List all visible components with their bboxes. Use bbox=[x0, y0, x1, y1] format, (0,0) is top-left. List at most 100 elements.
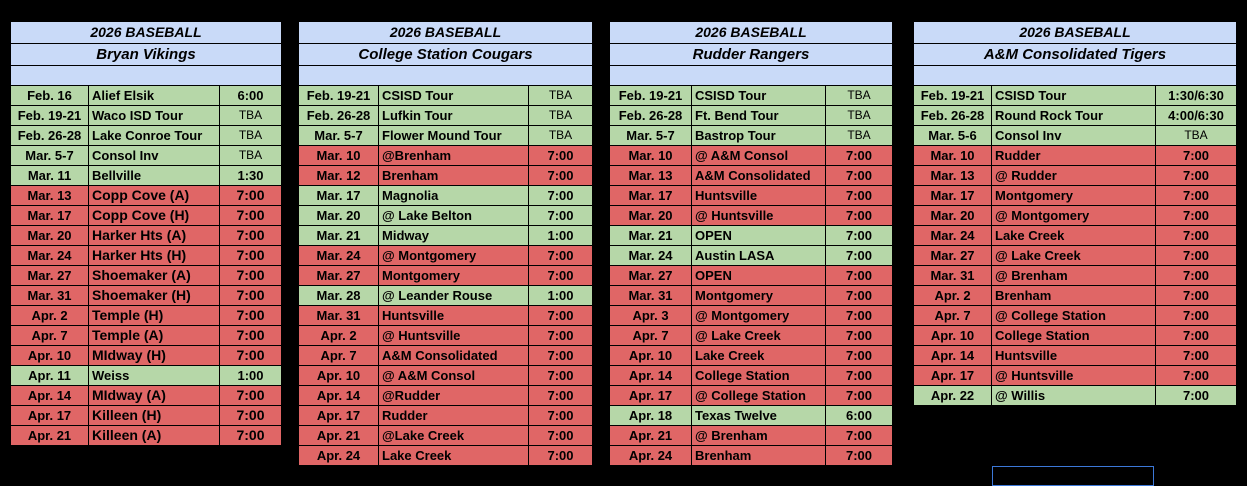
schedule-row: Apr. 11 Weiss 1:00 bbox=[10, 365, 282, 386]
team-name: Rudder Rangers bbox=[609, 43, 893, 66]
game-date: Apr. 24 bbox=[609, 445, 692, 466]
game-opponent: OPEN bbox=[691, 225, 826, 246]
schedule-row: Feb. 26-28 Ft. Bend Tour TBA bbox=[609, 105, 893, 126]
schedule-row: Mar. 17 Magnolia 7:00 bbox=[298, 185, 593, 206]
blank-header-row bbox=[298, 65, 593, 86]
schedule-row: Mar. 24 Lake Creek 7:00 bbox=[913, 225, 1237, 246]
schedule-row: Mar. 5-7 Consol Inv TBA bbox=[10, 145, 282, 166]
game-date: Mar. 20 bbox=[10, 225, 89, 246]
game-opponent: Lufkin Tour bbox=[378, 105, 529, 126]
game-date: Mar. 21 bbox=[298, 225, 379, 246]
schedule-row: Apr. 10 MIdway (H) 7:00 bbox=[10, 345, 282, 366]
game-time: 7:00 bbox=[219, 345, 282, 366]
schedule-row: Mar. 17 Huntsville 7:00 bbox=[609, 185, 893, 206]
game-opponent: Rudder bbox=[991, 145, 1156, 166]
game-date: Mar. 27 bbox=[298, 265, 379, 286]
schedule-row: Mar. 20 Harker Hts (A) 7:00 bbox=[10, 225, 282, 246]
game-time: 7:00 bbox=[825, 145, 893, 166]
game-opponent: A&M Consolidated bbox=[691, 165, 826, 186]
game-time: 7:00 bbox=[1155, 225, 1237, 246]
game-time: TBA bbox=[528, 105, 593, 126]
game-opponent: Copp Cove (H) bbox=[88, 205, 220, 226]
game-time: 7:00 bbox=[219, 245, 282, 266]
game-date: Mar. 13 bbox=[913, 165, 992, 186]
game-time: 6:00 bbox=[219, 85, 282, 106]
schedule-title: 2026 BASEBALL bbox=[298, 21, 593, 44]
schedule-row: Apr. 7 @ Lake Creek 7:00 bbox=[609, 325, 893, 346]
schedule-row: Apr. 24 Brenham 7:00 bbox=[609, 445, 893, 466]
schedule-row: Mar. 12 Brenham 7:00 bbox=[298, 165, 593, 186]
blank-header-row bbox=[10, 65, 282, 86]
schedule-row: Apr. 7 Temple (A) 7:00 bbox=[10, 325, 282, 346]
game-opponent: @ Montgomery bbox=[378, 245, 529, 266]
game-date: Mar. 10 bbox=[913, 145, 992, 166]
schedule-row: Mar. 20 @ Lake Belton 7:00 bbox=[298, 205, 593, 226]
game-date: Apr. 21 bbox=[298, 425, 379, 446]
game-opponent: @ Brenham bbox=[691, 425, 826, 446]
game-opponent: Harker Hts (H) bbox=[88, 245, 220, 266]
game-time: TBA bbox=[825, 105, 893, 126]
game-opponent: @ Brenham bbox=[991, 265, 1156, 286]
schedule-row: Apr. 14 MIdway (A) 7:00 bbox=[10, 385, 282, 406]
game-date: Apr. 7 bbox=[10, 325, 89, 346]
schedule-row: Mar. 10 @ A&M Consol 7:00 bbox=[609, 145, 893, 166]
schedule-row: Mar. 21 Midway 1:00 bbox=[298, 225, 593, 246]
schedule-row: Feb. 19-21 CSISD Tour 1:30/6:30 bbox=[913, 85, 1237, 106]
schedule-row: Feb. 26-28 Lufkin Tour TBA bbox=[298, 105, 593, 126]
game-opponent: @Lake Creek bbox=[378, 425, 529, 446]
game-time: 7:00 bbox=[825, 285, 893, 306]
game-time: 7:00 bbox=[528, 265, 593, 286]
game-time: 7:00 bbox=[528, 405, 593, 426]
game-opponent: Lake Creek bbox=[378, 445, 529, 466]
schedule-row: Mar. 20 @ Montgomery 7:00 bbox=[913, 205, 1237, 226]
schedule-row: Apr. 18 Texas Twelve 6:00 bbox=[609, 405, 893, 426]
game-date: Apr. 18 bbox=[609, 405, 692, 426]
game-date: Apr. 14 bbox=[913, 345, 992, 366]
game-time: 7:00 bbox=[528, 245, 593, 266]
schedule-row: Apr. 2 Temple (H) 7:00 bbox=[10, 305, 282, 326]
game-opponent: Brenham bbox=[378, 165, 529, 186]
schedule-row: Mar. 5-7 Flower Mound Tour TBA bbox=[298, 125, 593, 146]
game-date: Mar. 5-7 bbox=[298, 125, 379, 146]
game-opponent: OPEN bbox=[691, 265, 826, 286]
game-date: Mar. 17 bbox=[913, 185, 992, 206]
schedule-row: Mar. 5-7 Bastrop Tour TBA bbox=[609, 125, 893, 146]
game-opponent: @ Willis bbox=[991, 385, 1156, 406]
game-opponent: Shoemaker (A) bbox=[88, 265, 220, 286]
team-name: Bryan Vikings bbox=[10, 43, 282, 66]
game-opponent: Lake Conroe Tour bbox=[88, 125, 220, 146]
schedule-row: Feb. 26-28 Round Rock Tour 4:00/6:30 bbox=[913, 105, 1237, 126]
game-date: Mar. 10 bbox=[609, 145, 692, 166]
game-time: 7:00 bbox=[219, 285, 282, 306]
game-date: Mar. 5-6 bbox=[913, 125, 992, 146]
game-opponent: College Station bbox=[991, 325, 1156, 346]
game-time: 7:00 bbox=[825, 185, 893, 206]
game-time: 7:00 bbox=[825, 305, 893, 326]
game-opponent: Huntsville bbox=[991, 345, 1156, 366]
game-time: TBA bbox=[825, 125, 893, 146]
game-opponent: Brenham bbox=[991, 285, 1156, 306]
schedule-row: Mar. 21 OPEN 7:00 bbox=[609, 225, 893, 246]
schedule-row: Mar. 24 Harker Hts (H) 7:00 bbox=[10, 245, 282, 266]
game-date: Feb. 16 bbox=[10, 85, 89, 106]
schedule-row: Mar. 17 Montgomery 7:00 bbox=[913, 185, 1237, 206]
game-opponent: Brenham bbox=[691, 445, 826, 466]
game-date: Mar. 11 bbox=[10, 165, 89, 186]
game-opponent: Copp Cove (A) bbox=[88, 185, 220, 206]
game-opponent: @Rudder bbox=[378, 385, 529, 406]
schedule-row: Mar. 27 OPEN 7:00 bbox=[609, 265, 893, 286]
game-time: 7:00 bbox=[1155, 385, 1237, 406]
game-opponent: Bellville bbox=[88, 165, 220, 186]
game-date: Mar. 31 bbox=[298, 305, 379, 326]
game-opponent: Huntsville bbox=[691, 185, 826, 206]
game-time: 7:00 bbox=[825, 165, 893, 186]
schedule-row: Mar. 31 Huntsville 7:00 bbox=[298, 305, 593, 326]
game-time: 7:00 bbox=[1155, 265, 1237, 286]
game-time: 7:00 bbox=[219, 385, 282, 406]
game-opponent: @ Lake Creek bbox=[691, 325, 826, 346]
game-opponent: @ A&M Consol bbox=[691, 145, 826, 166]
game-opponent: Midway bbox=[378, 225, 529, 246]
game-time: 7:00 bbox=[825, 365, 893, 386]
schedule-row: Mar. 27 Montgomery 7:00 bbox=[298, 265, 593, 286]
game-date: Mar. 28 bbox=[298, 285, 379, 306]
